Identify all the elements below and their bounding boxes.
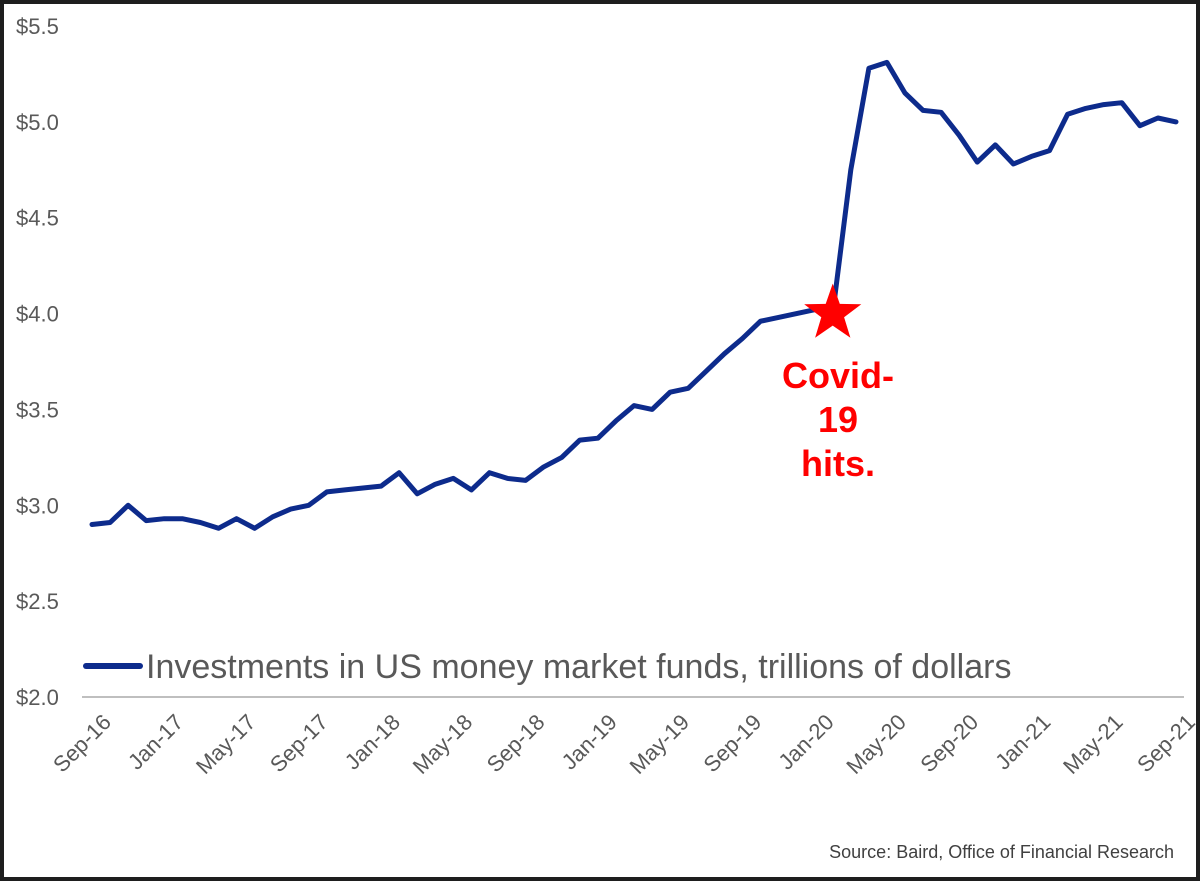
x-tick-label: May-20: [841, 709, 911, 779]
x-tick-label: Jan-20: [773, 709, 838, 774]
y-tick-label: $4.0: [16, 302, 59, 327]
legend: Investments in US money market funds, tr…: [83, 648, 1011, 686]
x-tick-label: May-17: [191, 709, 261, 779]
x-tick-label: Sep-21: [1132, 709, 1196, 777]
covid-annotation: Covid- 19 hits.: [782, 283, 894, 484]
y-tick-label: $3.0: [16, 493, 59, 518]
x-tick-label: May-18: [408, 709, 478, 779]
x-tick-label: Jan-21: [990, 709, 1055, 774]
series-line: [89, 59, 1179, 531]
x-tick-label: May-19: [625, 709, 695, 779]
y-tick-label: $4.5: [16, 206, 59, 231]
y-axis: $2.0 $2.5 $3.0 $3.5 $4.0 $4.5 $5.0 $5.5: [16, 14, 59, 710]
x-tick-label: Sep-17: [265, 709, 333, 777]
y-tick-label: $2.0: [16, 685, 59, 710]
x-tick-label: Jan-18: [340, 709, 405, 774]
line-chart: $2.0$2.5$3.0$3.5$4.0$4.5$5.0$5.5 Sep-16 J…: [16, 14, 1196, 862]
legend-label: Investments in US money market funds, tr…: [146, 648, 1011, 686]
series-layer: [89, 59, 1179, 531]
y-tick-label: $3.5: [16, 397, 59, 422]
x-tick-label: Sep-20: [915, 709, 983, 777]
y-tick-label: $2.5: [16, 589, 59, 614]
source-note: Source: Baird, Office of Financial Resea…: [829, 842, 1174, 862]
y-tick-label: $5.5: [16, 14, 59, 39]
annotation-line-2: 19: [818, 399, 858, 440]
x-tick-label: Sep-18: [482, 709, 550, 777]
x-tick-label: Sep-16: [48, 709, 116, 777]
annotation-line-3: hits.: [801, 443, 875, 484]
x-tick-label: Sep-19: [699, 709, 767, 777]
annotation-line-1: Covid-: [782, 355, 894, 396]
x-axis: Sep-16 Jan-17 May-17 Sep-17 Jan-18 May-18 Sep-…: [48, 709, 1196, 779]
star-icon: [804, 283, 862, 338]
x-tick-label: Jan-17: [123, 709, 188, 774]
x-tick-label: Jan-19: [557, 709, 622, 774]
x-tick-label: May-21: [1058, 709, 1128, 779]
y-tick-label: $5.0: [16, 110, 59, 135]
